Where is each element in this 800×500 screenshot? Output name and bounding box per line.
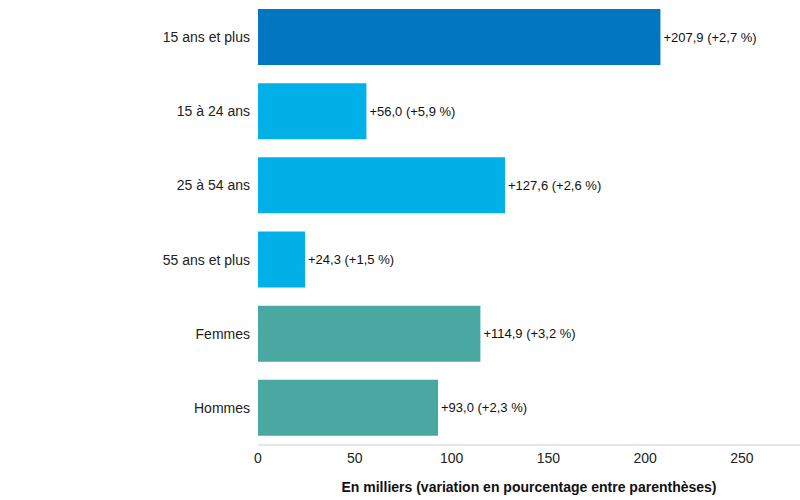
svg-text:+127,6 (+2,6 %): +127,6 (+2,6 %) bbox=[508, 178, 601, 193]
svg-text:55 ans et plus: 55 ans et plus bbox=[163, 252, 250, 268]
svg-text:150: 150 bbox=[537, 450, 561, 466]
svg-text:15 ans et plus: 15 ans et plus bbox=[163, 29, 250, 45]
svg-text:25 à 54 ans: 25 à 54 ans bbox=[177, 177, 250, 193]
svg-text:+24,3 (+1,5 %): +24,3 (+1,5 %) bbox=[308, 252, 394, 267]
svg-text:En milliers (variation en pour: En milliers (variation en pourcentage en… bbox=[342, 479, 717, 495]
svg-text:Hommes: Hommes bbox=[194, 400, 250, 416]
svg-text:50: 50 bbox=[347, 450, 363, 466]
svg-text:+93,0 (+2,3 %): +93,0 (+2,3 %) bbox=[441, 400, 527, 415]
svg-text:0: 0 bbox=[254, 450, 262, 466]
svg-text:+207,9 (+2,7 %): +207,9 (+2,7 %) bbox=[663, 30, 756, 45]
svg-text:+114,9 (+3,2 %): +114,9 (+3,2 %) bbox=[483, 326, 575, 341]
svg-text:250: 250 bbox=[730, 450, 754, 466]
svg-text:+56,0 (+5,9 %): +56,0 (+5,9 %) bbox=[369, 104, 455, 119]
svg-text:15 à 24 ans: 15 à 24 ans bbox=[177, 103, 250, 119]
svg-text:Femmes: Femmes bbox=[196, 326, 250, 342]
svg-text:100: 100 bbox=[440, 450, 464, 466]
svg-text:200: 200 bbox=[633, 450, 657, 466]
